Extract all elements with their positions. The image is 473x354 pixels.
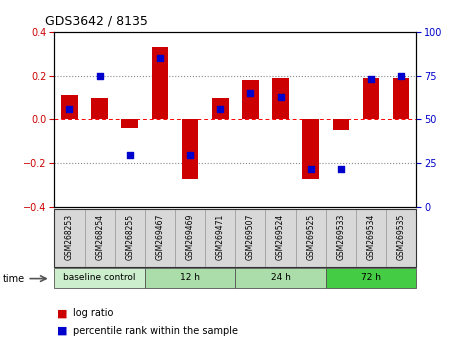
Bar (114, 209, 145, 267)
Bar (326, 268, 416, 288)
Point (307, 166, 315, 171)
Text: GDS3642 / 8135: GDS3642 / 8135 (45, 14, 148, 27)
Text: ■: ■ (57, 308, 67, 318)
Bar (145, 268, 235, 288)
Text: 24 h: 24 h (271, 273, 290, 282)
Text: GSM269467: GSM269467 (156, 213, 165, 260)
Text: 72 h: 72 h (361, 273, 381, 282)
Text: GSM269469: GSM269469 (185, 213, 194, 260)
Point (186, 152, 194, 157)
Text: GSM268255: GSM268255 (125, 213, 134, 259)
Bar (333, 120, 349, 130)
Bar (182, 120, 198, 179)
Bar (393, 78, 410, 120)
Bar (122, 120, 138, 128)
Point (96, 73, 104, 79)
Bar (356, 209, 386, 267)
Text: GSM269535: GSM269535 (397, 213, 406, 260)
Text: GSM269534: GSM269534 (367, 213, 376, 260)
Text: 12 h: 12 h (180, 273, 200, 282)
Bar (326, 209, 356, 267)
Point (246, 90, 254, 96)
Bar (235, 268, 326, 288)
Text: log ratio: log ratio (73, 308, 114, 318)
Text: GSM269533: GSM269533 (336, 213, 345, 260)
Bar (212, 98, 228, 120)
Text: time: time (2, 274, 25, 284)
Bar (85, 209, 114, 267)
Bar (152, 47, 168, 120)
Bar (272, 78, 289, 120)
Bar (61, 95, 78, 120)
Point (66, 106, 73, 112)
Bar (265, 209, 296, 267)
Text: GSM269524: GSM269524 (276, 213, 285, 260)
Point (337, 166, 345, 171)
Point (126, 152, 133, 157)
Text: GSM268253: GSM268253 (65, 213, 74, 259)
Point (277, 94, 284, 99)
Bar (235, 209, 265, 267)
Text: percentile rank within the sample: percentile rank within the sample (73, 326, 238, 336)
Bar (54, 209, 85, 267)
Bar (242, 80, 259, 120)
Bar (175, 209, 205, 267)
Point (397, 73, 405, 79)
Point (367, 76, 375, 82)
Text: GSM269471: GSM269471 (216, 213, 225, 260)
Point (217, 106, 224, 112)
Bar (145, 209, 175, 267)
Bar (296, 209, 326, 267)
Text: ■: ■ (57, 326, 67, 336)
Bar (386, 209, 416, 267)
Text: GSM268254: GSM268254 (95, 213, 104, 259)
Text: GSM269507: GSM269507 (246, 213, 255, 260)
Bar (91, 98, 108, 120)
Point (156, 55, 164, 61)
Bar (302, 120, 319, 179)
Bar (363, 78, 379, 120)
Bar (205, 209, 235, 267)
Bar (54, 268, 145, 288)
Text: baseline control: baseline control (63, 273, 136, 282)
Text: GSM269525: GSM269525 (306, 213, 315, 260)
